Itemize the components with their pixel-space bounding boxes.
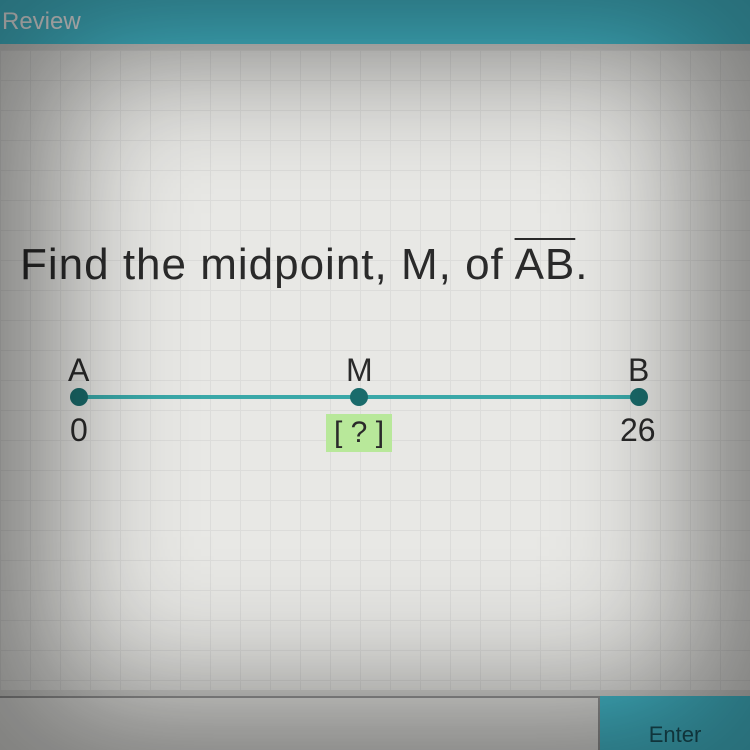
- header-bar: Review: [0, 0, 750, 44]
- point-m-label: M: [346, 352, 373, 389]
- header-title: Review: [2, 8, 81, 35]
- answer-input-box[interactable]: [ ? ]: [326, 414, 392, 452]
- point-b-label: B: [628, 352, 649, 389]
- question-text: Find the midpoint, M, of AB.: [20, 240, 730, 290]
- answer-input-field[interactable]: [0, 696, 600, 750]
- point-a-value: 0: [70, 412, 88, 449]
- enter-button-label: Enter: [649, 722, 702, 748]
- content-area: Find the midpoint, M, of AB. A 0 M [ ? ]…: [0, 50, 750, 690]
- bottom-bar: Enter: [0, 696, 750, 750]
- segment-notation: AB: [515, 240, 576, 289]
- point-m-dot: [350, 388, 368, 406]
- point-a-label: A: [68, 352, 89, 389]
- point-b-value: 26: [620, 412, 656, 449]
- question-suffix: .: [575, 240, 588, 289]
- enter-button[interactable]: Enter: [600, 696, 750, 750]
- point-b-dot: [630, 388, 648, 406]
- number-line-diagram: A 0 M [ ? ] B 26: [70, 360, 680, 480]
- question-prefix: Find the midpoint, M, of: [20, 240, 515, 289]
- point-a-dot: [70, 388, 88, 406]
